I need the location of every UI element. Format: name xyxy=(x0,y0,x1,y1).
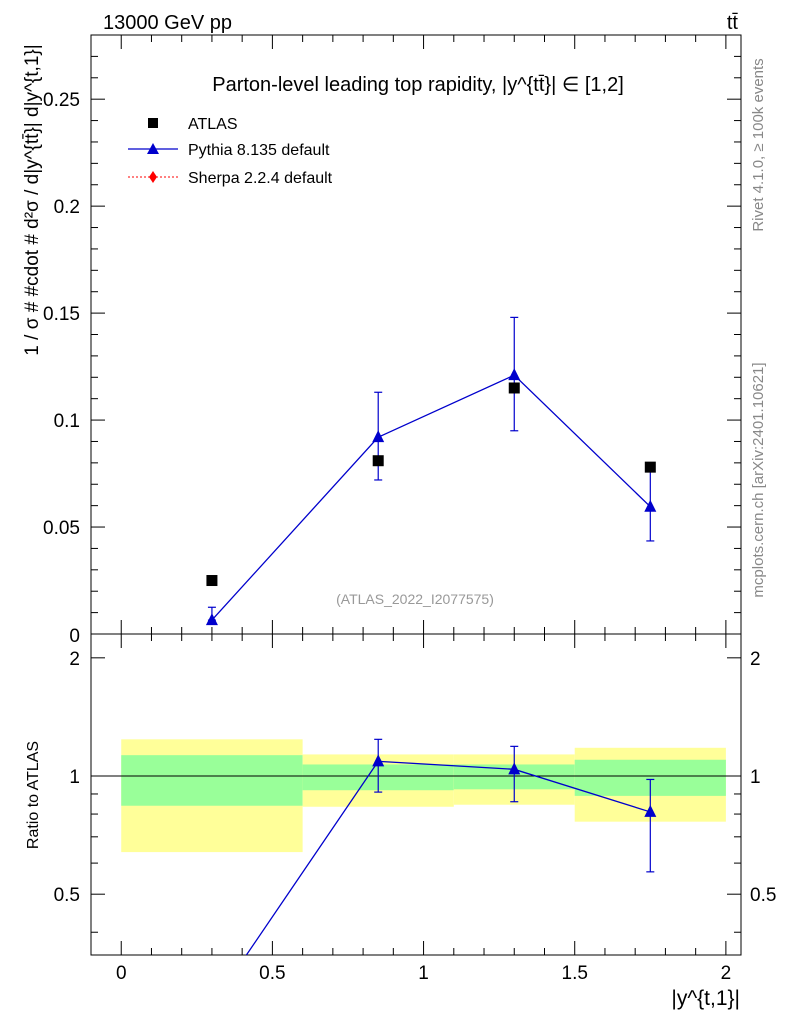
legend-sherpa-marker xyxy=(149,171,157,183)
ratio-xlabel: |y^{t,1}| xyxy=(671,987,740,1010)
atlas-point xyxy=(206,575,217,586)
legend-atlas-marker xyxy=(148,118,158,128)
main-data-layer xyxy=(206,317,656,625)
ratio-ytick-label-right: 0.5 xyxy=(750,885,776,906)
ratio-ytick-label-left: 2 xyxy=(69,649,80,670)
legend: ATLAS Pythia 8.135 default Sherpa 2.2.4 … xyxy=(128,116,333,187)
ratio-ytick-label-left: 1 xyxy=(69,767,80,788)
rivet-label: Rivet 4.1.0, ≥ 100k events xyxy=(750,58,767,231)
pythia-point xyxy=(644,500,656,512)
chart-title: Parton-level leading top rapidity, |y^{t… xyxy=(212,74,624,96)
main-y-zero-label: 0 xyxy=(69,626,80,647)
ratio-xtick-label: 0 xyxy=(116,963,127,984)
ratio-ytick-label-right: 2 xyxy=(750,649,761,670)
legend-pythia-label: Pythia 8.135 default xyxy=(188,142,330,159)
atlas-point xyxy=(509,382,520,393)
ratio-xtick-label: 0.5 xyxy=(259,963,285,984)
pythia-line xyxy=(212,375,650,620)
atlas-point xyxy=(373,455,384,466)
ratio-xtick-label: 2 xyxy=(721,963,732,984)
main-ytick-label: 0.25 xyxy=(43,90,80,111)
plot-canvas: 13000 GeV pp tt̄ Rivet 4.1.0, ≥ 100k eve… xyxy=(0,0,786,1024)
ratio-band-green xyxy=(121,755,302,806)
main-ytick-label: 0.1 xyxy=(54,411,80,432)
mcplots-label: mcplots.cern.ch [arXiv:2401.10621] xyxy=(750,362,767,597)
process-label: tt̄ xyxy=(727,12,739,34)
ratio-panel: 0.5 0.5 1 1 2 2 0 0.5 1 1.5 2 Ratio to ATLAS |y^{… xyxy=(25,634,776,1010)
ratio-xtick-label: 1 xyxy=(418,963,429,984)
pythia-point xyxy=(372,430,384,442)
atlas-point xyxy=(645,462,656,473)
ratio-bands xyxy=(91,739,741,852)
ratio-ytick-label-right: 1 xyxy=(750,767,761,788)
ratio-xtick-labels: 0 0.5 1 1.5 2 xyxy=(116,963,731,984)
main-ytick-labels: 0.05 0.1 0.15 0.2 0.25 xyxy=(43,90,80,539)
watermark: (ATLAS_2022_I2077575) xyxy=(336,591,494,607)
pythia-point xyxy=(508,368,520,380)
energy-label: 13000 GeV pp xyxy=(103,12,232,34)
legend-atlas-label: ATLAS xyxy=(188,116,238,133)
main-ytick-label: 0.15 xyxy=(43,304,80,325)
ratio-ylabel: Ratio to ATLAS xyxy=(25,741,42,849)
ratio-ytick-label-left: 0.5 xyxy=(54,885,80,906)
main-ytick-label: 0.2 xyxy=(54,197,80,218)
legend-sherpa-label: Sherpa 2.2.4 default xyxy=(188,170,333,187)
main-ylabel: 1 / σ # #cdot # d²σ / d|y^{tt̄}| d|y^{t,… xyxy=(22,44,43,355)
ratio-xtick-label: 1.5 xyxy=(562,963,588,984)
main-panel: 0.05 0.1 0.15 0.2 0.25 0 1 / σ # #cdot # d²σ… xyxy=(22,35,741,647)
main-ytick-label: 0.05 xyxy=(43,518,80,539)
